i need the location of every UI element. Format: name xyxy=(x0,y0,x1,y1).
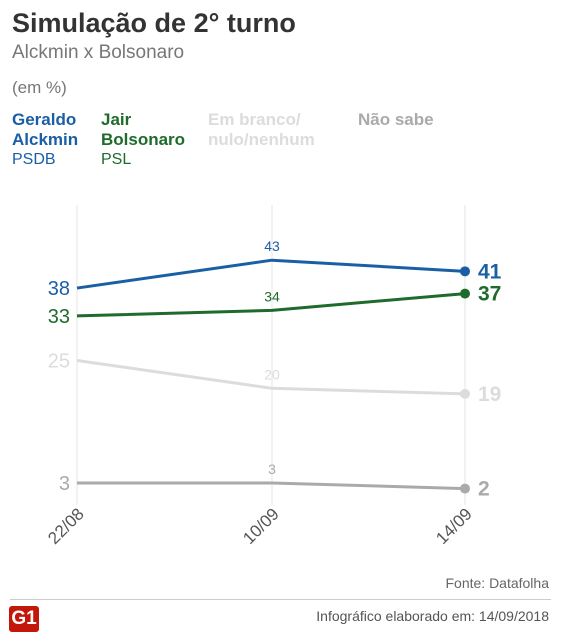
x-tick-label: 10/09 xyxy=(239,504,283,548)
series-line-1 xyxy=(76,292,466,318)
x-tick-label: 14/09 xyxy=(432,504,476,548)
legend-party: PSDB xyxy=(12,151,56,168)
credit-note: Infográfico elaborado em: 14/09/2018 xyxy=(316,608,549,624)
legend-name: Jair Bolsonaro xyxy=(101,110,186,149)
data-label-end: 37 xyxy=(478,283,501,306)
data-label-start: 25 xyxy=(48,350,70,372)
data-label-mid: 3 xyxy=(268,461,276,477)
g1-logo: G1 xyxy=(9,606,39,632)
x-tick-label: 22/08 xyxy=(44,504,88,548)
data-label-end: 2 xyxy=(478,478,490,501)
source-note: Fonte: Datafolha xyxy=(445,575,549,591)
legend-name: Não sabe xyxy=(358,110,434,129)
data-label-mid: 20 xyxy=(264,366,280,382)
series-line-2 xyxy=(76,358,466,396)
legend-item-bolsonaro: Jair Bolsonaro PSL xyxy=(101,110,185,170)
end-point xyxy=(460,266,470,277)
data-label-end: 19 xyxy=(478,383,501,406)
legend-item-nao-sabe: Não sabe xyxy=(358,110,434,130)
data-label-start: 33 xyxy=(48,306,70,328)
data-label-start: 3 xyxy=(59,473,70,495)
unit-label: (em %) xyxy=(12,78,67,97)
end-point xyxy=(460,483,470,494)
legend-name: Geraldo Alckmin xyxy=(12,110,79,149)
series-line-3 xyxy=(77,481,466,491)
data-label-mid: 34 xyxy=(264,288,280,304)
chart-subtitle: Alckmin x Bolsonaro xyxy=(12,42,185,63)
series-line-0 xyxy=(76,258,466,290)
legend-item-branco-nulo: Em branco/ nulo/nenhum xyxy=(208,110,315,150)
legend-item-alckmin: Geraldo Alckmin PSDB xyxy=(12,110,78,170)
footer-divider xyxy=(10,599,551,600)
data-label-end: 41 xyxy=(478,260,502,283)
data-label-start: 38 xyxy=(48,278,70,300)
end-point xyxy=(460,388,470,399)
data-label-mid: 43 xyxy=(264,238,280,254)
legend-party: PSL xyxy=(101,151,132,168)
chart-title: Simulação de 2° turno xyxy=(12,8,296,38)
legend-name: Em branco/ nulo/nenhum xyxy=(208,110,315,149)
end-point xyxy=(460,288,470,299)
